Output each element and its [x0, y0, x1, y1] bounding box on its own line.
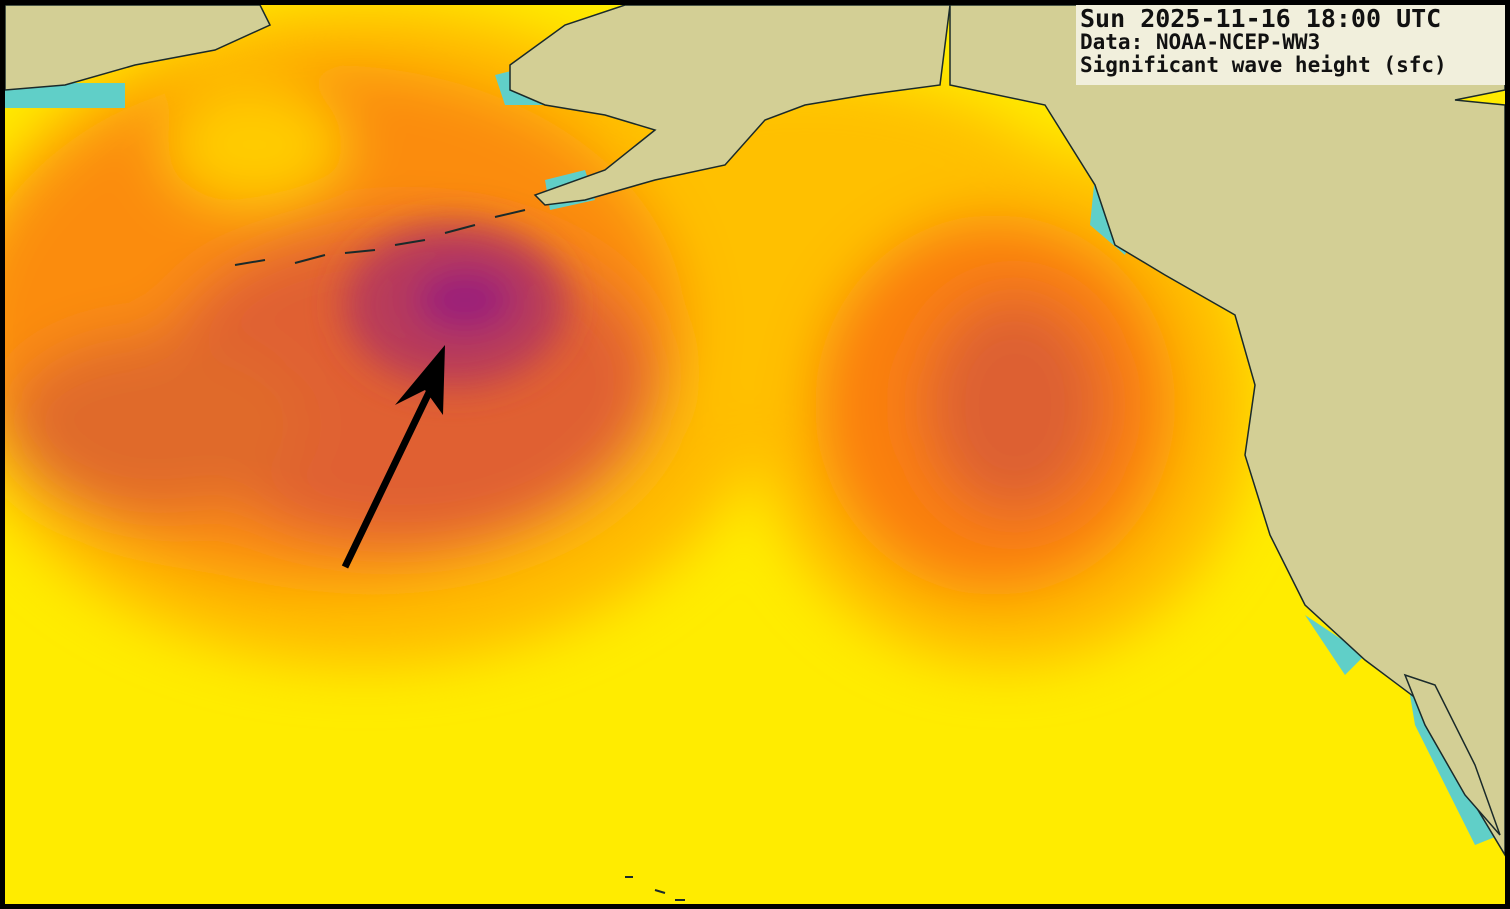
- land: [5, 5, 1505, 857]
- land-alaska: [509, 5, 951, 206]
- land-siberia: [5, 5, 272, 91]
- wave-maximum: [345, 225, 565, 385]
- wave-height-map[interactable]: [5, 5, 1505, 904]
- aleutian-islands: [234, 209, 685, 901]
- valid-time: Sun 2025-11-16 18:00 UTC: [1080, 4, 1442, 33]
- variable-name: Significant wave height (sfc): [1080, 53, 1447, 77]
- land-north-america: [949, 5, 1505, 857]
- map-info-box: Sun 2025-11-16 18:00 UTC Data: NOAA-NCEP…: [1076, 5, 1505, 85]
- data-source: Data: NOAA-NCEP-WW3: [1080, 30, 1321, 54]
- annotation-arrow: [341, 345, 445, 569]
- land-baja: [1403, 673, 1501, 836]
- wave-height-field: [5, 5, 1255, 665]
